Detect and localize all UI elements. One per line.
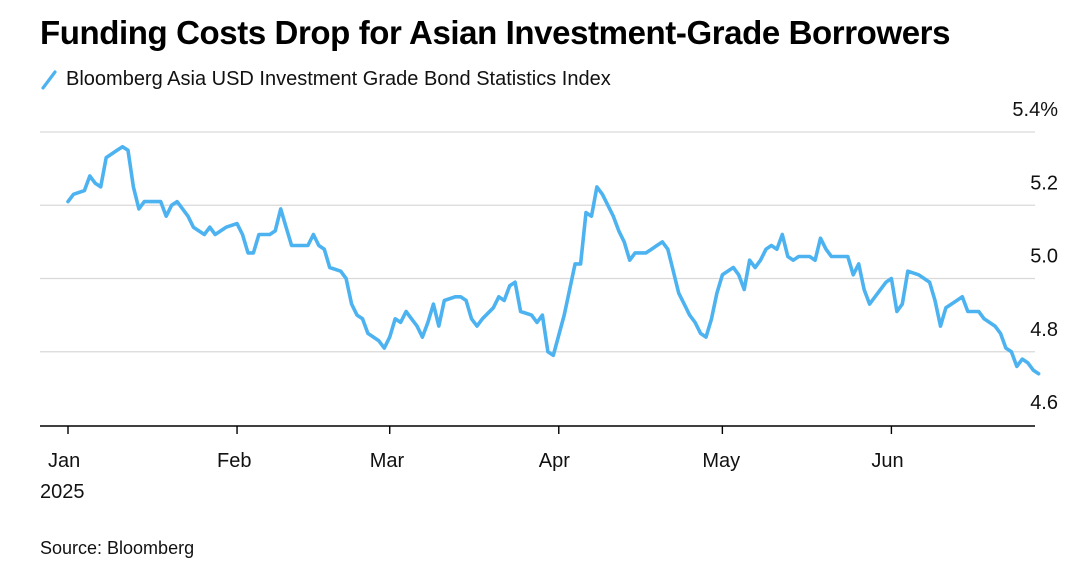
x-tick-label-mar: Mar — [370, 450, 405, 472]
legend-series-swatch — [41, 69, 57, 90]
x-tick-label-jun: Jun — [871, 450, 903, 472]
y-tick-label-4.8: 4.8 — [1030, 319, 1058, 341]
x-tick-label-jan: Jan — [48, 450, 80, 472]
x-tick-label-may: May — [702, 450, 740, 472]
x-tick-label-feb: Feb — [217, 450, 251, 472]
y-tick-label-5.4: 5.4% — [1012, 99, 1058, 121]
legend: Bloomberg Asia USD Investment Grade Bond… — [40, 68, 611, 91]
x-year-label: 2025 — [40, 481, 85, 503]
y-tick-label-5: 5.0 — [1030, 246, 1058, 268]
series-line-0 — [66, 144, 1041, 376]
x-tick-label-apr: Apr — [539, 450, 570, 472]
y-tick-label-4.6: 4.6 — [1030, 392, 1058, 414]
chart-title: Funding Costs Drop for Asian Investment-… — [40, 14, 951, 51]
source-note: Source: Bloomberg — [40, 538, 195, 558]
legend-series-label: Bloomberg Asia USD Investment Grade Bond… — [66, 68, 611, 90]
y-tick-label-5.2: 5.2 — [1030, 172, 1058, 194]
